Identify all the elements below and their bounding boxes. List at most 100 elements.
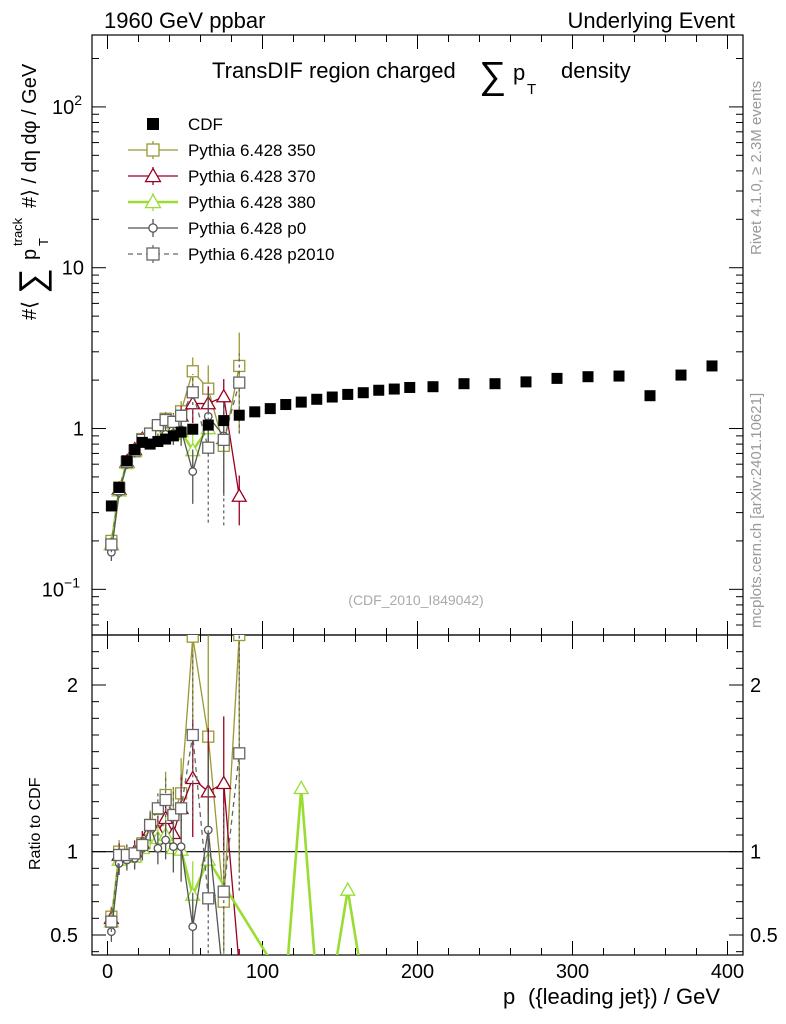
svg-text:({leading jet}) / GeV: ({leading jet}) / GeV bbox=[528, 984, 720, 1009]
legend-marker bbox=[146, 247, 160, 261]
data-point bbox=[644, 390, 656, 402]
rivet-version-label: Rivet 4.1.0, ≥ 2.3M events bbox=[748, 81, 765, 255]
data-point bbox=[675, 369, 687, 381]
svg-text:T: T bbox=[527, 81, 536, 98]
svg-text:#⟨: #⟨ bbox=[19, 301, 41, 320]
data-point bbox=[105, 538, 118, 551]
data-point bbox=[217, 433, 230, 447]
legend-label: Pythia 6.428 350 bbox=[188, 141, 316, 160]
data-point bbox=[520, 376, 532, 388]
data-point bbox=[113, 481, 125, 493]
ratio-line bbox=[110, 635, 240, 917]
ratio-point bbox=[339, 881, 356, 896]
ratio-point bbox=[153, 843, 163, 853]
data-point bbox=[489, 378, 501, 390]
ratio-point bbox=[232, 960, 246, 972]
data-point bbox=[551, 372, 563, 384]
x-axis-label: p ({leading jet}) / GeV bbox=[503, 984, 720, 1009]
data-point bbox=[174, 409, 188, 422]
main-series-clip bbox=[103, 332, 718, 562]
legend-entry: Pythia 6.428 p2010 bbox=[128, 245, 335, 264]
ratio-point bbox=[105, 915, 118, 928]
main-series bbox=[103, 332, 718, 562]
ratio-point bbox=[188, 922, 198, 932]
legend-entry: Pythia 6.428 370 bbox=[128, 167, 316, 186]
data-point bbox=[144, 438, 156, 450]
data-point bbox=[326, 391, 338, 403]
legend: CDF Pythia 6.428 350 Pythia 6.428 370 Pythi… bbox=[128, 115, 335, 264]
svg-text:T: T bbox=[36, 238, 51, 246]
data-point bbox=[706, 360, 718, 372]
data-point bbox=[231, 487, 248, 502]
ratio-tick-label: 1 bbox=[67, 842, 78, 864]
svg-text:p: p bbox=[513, 60, 525, 85]
data-point bbox=[160, 433, 172, 445]
ratio-point bbox=[217, 885, 230, 898]
series-cdf bbox=[105, 360, 718, 512]
data-point bbox=[186, 386, 199, 399]
ratio-point bbox=[136, 838, 149, 852]
ratio-point bbox=[233, 747, 246, 760]
ratio-point bbox=[279, 978, 293, 990]
data-point bbox=[427, 381, 439, 393]
plot-title: TransDIF region charged ∑ p T density bbox=[212, 55, 631, 98]
ratio-series-pythia-6-428-380 bbox=[103, 780, 370, 990]
ratio-point bbox=[186, 728, 199, 742]
ratio-series-pythia-6-428-p2010 bbox=[105, 635, 246, 955]
data-point bbox=[388, 383, 400, 395]
legend-marker bbox=[147, 118, 159, 130]
svg-text:∑: ∑ bbox=[479, 55, 506, 97]
ratio-point bbox=[151, 802, 165, 815]
data-point bbox=[458, 378, 470, 390]
ratio-point bbox=[293, 780, 310, 795]
legend-entry: CDF bbox=[147, 115, 223, 134]
legend-entry: Pythia 6.428 380 bbox=[128, 193, 316, 212]
axes-ticks: 0 100 200 300 400 10−1 1 10 102 0.5 0.5 1 1 2 2 bbox=[42, 35, 778, 983]
ratio-point bbox=[202, 892, 215, 905]
analysis-id-watermark: (CDF_2010_I849042) bbox=[348, 592, 483, 608]
data-point bbox=[136, 436, 148, 448]
energy-label: 1960 GeV ppbar bbox=[104, 8, 265, 33]
x-tick-label: 400 bbox=[711, 961, 744, 983]
data-point bbox=[613, 370, 625, 382]
ratio-point bbox=[174, 802, 188, 815]
legend-marker bbox=[146, 143, 160, 157]
legend-entry: Pythia 6.428 p0 bbox=[128, 219, 306, 238]
ratio-point bbox=[310, 978, 324, 990]
data-point bbox=[582, 371, 594, 383]
data-point bbox=[129, 444, 141, 456]
legend-marker bbox=[144, 193, 162, 209]
y-tick-label: 10−1 bbox=[42, 574, 80, 601]
svg-text:p: p bbox=[503, 984, 515, 1009]
ratio-tick-label-right: 2 bbox=[750, 675, 761, 697]
ratio-point bbox=[168, 842, 178, 852]
legend-entry: Pythia 6.428 350 bbox=[128, 141, 316, 160]
analysis-label: Underlying Event bbox=[567, 8, 735, 33]
ratio-point bbox=[215, 775, 232, 790]
x-tick-label: 100 bbox=[246, 961, 279, 983]
data-point bbox=[186, 365, 199, 378]
data-point bbox=[357, 387, 369, 399]
ratio-series-clip bbox=[103, 635, 370, 990]
ratio-point bbox=[161, 835, 171, 845]
legend-label: Pythia 6.428 p2010 bbox=[188, 245, 335, 264]
data-point bbox=[249, 406, 261, 418]
data-point bbox=[167, 430, 179, 442]
ratio-y-axis-label: Ratio to CDF bbox=[27, 777, 44, 870]
svg-text:density: density bbox=[561, 58, 631, 83]
legend-marker bbox=[144, 167, 162, 183]
ratio-point bbox=[356, 978, 370, 990]
data-point bbox=[295, 396, 307, 408]
data-point bbox=[105, 500, 117, 512]
y-tick-label: 1 bbox=[73, 419, 84, 441]
data-point bbox=[233, 376, 246, 389]
svg-text:TransDIF region charged: TransDIF region charged bbox=[212, 58, 456, 83]
data-point bbox=[218, 415, 230, 427]
mcplots-label: mcplots.cern.ch [arXiv:2401.10621] bbox=[748, 393, 765, 628]
svg-text:∑: ∑ bbox=[11, 268, 52, 294]
ratio-tick-label-right: 0.5 bbox=[750, 925, 778, 947]
data-point bbox=[342, 388, 354, 400]
svg-text:p: p bbox=[19, 249, 41, 260]
ratio-tick-label: 2 bbox=[67, 675, 78, 697]
